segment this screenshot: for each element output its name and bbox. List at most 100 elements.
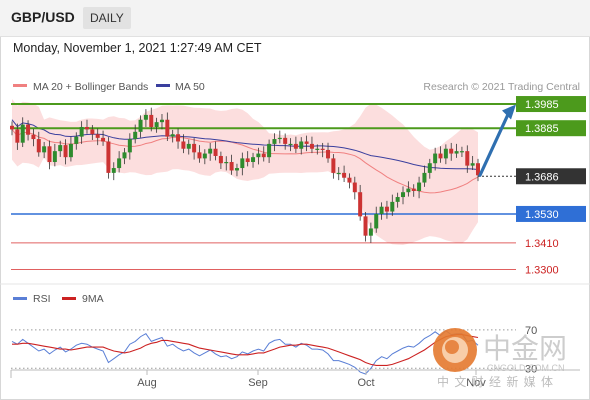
candle-body xyxy=(85,127,89,129)
level-label-resistance-1: 1.3885 xyxy=(525,123,559,135)
candle-body xyxy=(128,139,132,152)
candle-body xyxy=(90,129,94,134)
level-label-support-2: 1.3300 xyxy=(525,265,559,277)
x-tick-label-sep: Sep xyxy=(248,377,268,389)
candle-body xyxy=(155,122,159,127)
candle-body xyxy=(406,189,410,193)
candle-body xyxy=(149,115,153,127)
candle-body xyxy=(21,125,25,143)
candle-body xyxy=(133,132,137,139)
candle-body xyxy=(96,134,100,138)
candle-body xyxy=(47,146,51,162)
credit-text: Research © 2021 Trading Central xyxy=(423,81,580,93)
x-tick-label-oct: Oct xyxy=(357,377,374,389)
candle-body xyxy=(278,138,282,139)
candle-body xyxy=(69,144,73,157)
candle-body xyxy=(471,163,475,165)
candle-body xyxy=(337,173,341,174)
candle-body xyxy=(31,135,35,139)
candle-body xyxy=(251,157,255,162)
candle-body xyxy=(74,137,78,144)
candle-body xyxy=(64,145,68,157)
candle-body xyxy=(176,134,180,141)
candle-body xyxy=(460,151,464,152)
candle-body xyxy=(412,189,416,191)
rsi-legend-swatch xyxy=(13,297,27,300)
ma50-legend-swatch xyxy=(156,84,170,87)
candle-body xyxy=(230,162,234,170)
rsi-ma-legend-swatch xyxy=(62,297,76,300)
candle-body xyxy=(117,158,121,168)
level-label-pivot: 1.3530 xyxy=(525,209,559,221)
candle-body xyxy=(347,178,351,183)
candle-body xyxy=(246,158,250,162)
candle-body xyxy=(80,127,84,137)
candle-body xyxy=(112,168,116,173)
level-label-current: 1.3686 xyxy=(525,171,559,183)
candle-body xyxy=(240,158,244,168)
candle-body xyxy=(380,207,384,214)
candle-body xyxy=(203,154,207,159)
level-label-resistance-2: 1.3985 xyxy=(525,99,559,111)
ma50-legend-label: MA 50 xyxy=(175,81,205,93)
candle-body xyxy=(439,154,443,159)
candle-body xyxy=(374,214,378,228)
rsi-line xyxy=(12,331,478,374)
candle-body xyxy=(428,163,432,173)
candle-body xyxy=(390,202,394,212)
candle-body xyxy=(326,150,330,158)
candle-body xyxy=(10,126,14,130)
candle-body xyxy=(53,151,57,162)
candle-body xyxy=(331,158,335,172)
watermark-subtitle: 中 文 财 经 新 媒 体 xyxy=(437,374,554,389)
candle-body xyxy=(433,154,437,164)
candle-body xyxy=(283,138,287,144)
candle-body xyxy=(369,228,373,235)
candle-body xyxy=(15,129,19,142)
x-axis: Aug Sep Oct Nov xyxy=(137,370,486,389)
candle-body xyxy=(58,145,62,151)
x-tick-label-aug: Aug xyxy=(137,377,157,389)
candle-body xyxy=(139,120,143,132)
candle-body xyxy=(401,192,405,197)
candle-body xyxy=(197,152,201,158)
candle-body xyxy=(165,120,169,137)
candle-body xyxy=(444,149,448,159)
candle-body xyxy=(187,144,191,149)
candle-body xyxy=(214,149,218,156)
candle-body xyxy=(160,120,164,122)
candle-body xyxy=(219,156,223,163)
candle-body xyxy=(294,144,298,149)
candle-body xyxy=(455,151,459,153)
candle-body xyxy=(208,149,212,154)
candle-body xyxy=(235,168,239,170)
candle-body xyxy=(42,146,46,152)
ma20-legend-label: MA 20 + Bollinger Bands xyxy=(33,81,148,93)
candle-body xyxy=(465,151,469,165)
candle-body xyxy=(364,216,368,235)
bollinger-band xyxy=(12,99,478,245)
candle-body xyxy=(224,162,228,163)
candle-body xyxy=(272,139,276,144)
candle-body xyxy=(122,152,126,158)
rsi-ma-line xyxy=(12,335,478,366)
watermark: 中金网 CNGOLD.COM.CN 中 文 财 经 新 媒 体 xyxy=(433,328,567,389)
candle-body xyxy=(101,138,105,142)
candle-body xyxy=(353,183,357,193)
candle-body xyxy=(144,115,148,120)
candle-body xyxy=(342,173,346,178)
forecast-arrow-icon xyxy=(480,104,516,175)
candle-body xyxy=(358,192,362,216)
candle-body xyxy=(256,154,260,158)
watermark-name: 中金网 xyxy=(483,332,567,365)
candle-body xyxy=(267,144,271,157)
candle-body xyxy=(26,125,30,135)
candle-body xyxy=(262,154,266,158)
candle-body xyxy=(37,139,41,152)
candle-body xyxy=(315,149,319,150)
watermark-domain: CNGOLD.COM.CN xyxy=(487,363,565,373)
candle-body xyxy=(171,134,175,136)
candle-body xyxy=(310,144,314,149)
candle-body xyxy=(396,197,400,202)
